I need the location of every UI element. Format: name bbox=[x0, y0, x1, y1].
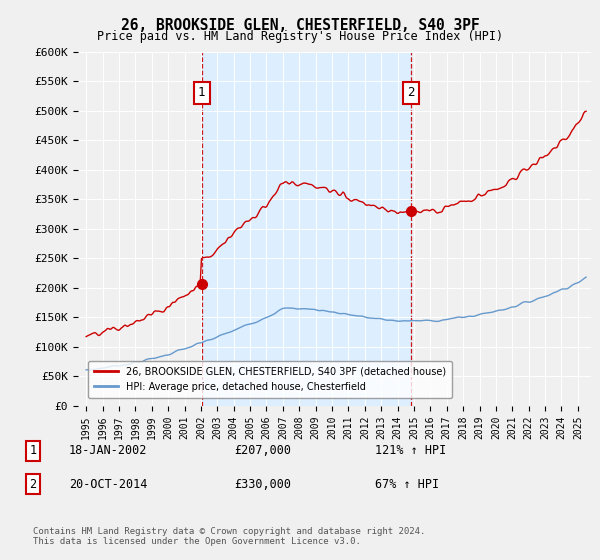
Text: 1: 1 bbox=[29, 444, 37, 458]
Text: 20-OCT-2014: 20-OCT-2014 bbox=[69, 478, 148, 491]
Text: 18-JAN-2002: 18-JAN-2002 bbox=[69, 444, 148, 458]
Legend: 26, BROOKSIDE GLEN, CHESTERFIELD, S40 3PF (detached house), HPI: Average price, : 26, BROOKSIDE GLEN, CHESTERFIELD, S40 3P… bbox=[88, 361, 452, 398]
Text: £207,000: £207,000 bbox=[234, 444, 291, 458]
Text: 2: 2 bbox=[407, 86, 415, 99]
Text: Price paid vs. HM Land Registry's House Price Index (HPI): Price paid vs. HM Land Registry's House … bbox=[97, 30, 503, 43]
Text: 2: 2 bbox=[29, 478, 37, 491]
Text: Contains HM Land Registry data © Crown copyright and database right 2024.
This d: Contains HM Land Registry data © Crown c… bbox=[33, 526, 425, 546]
Text: £330,000: £330,000 bbox=[234, 478, 291, 491]
Text: 67% ↑ HPI: 67% ↑ HPI bbox=[375, 478, 439, 491]
Text: 1: 1 bbox=[198, 86, 205, 99]
Text: 121% ↑ HPI: 121% ↑ HPI bbox=[375, 444, 446, 458]
Text: 26, BROOKSIDE GLEN, CHESTERFIELD, S40 3PF: 26, BROOKSIDE GLEN, CHESTERFIELD, S40 3P… bbox=[121, 18, 479, 33]
Bar bbox=[202, 52, 411, 406]
